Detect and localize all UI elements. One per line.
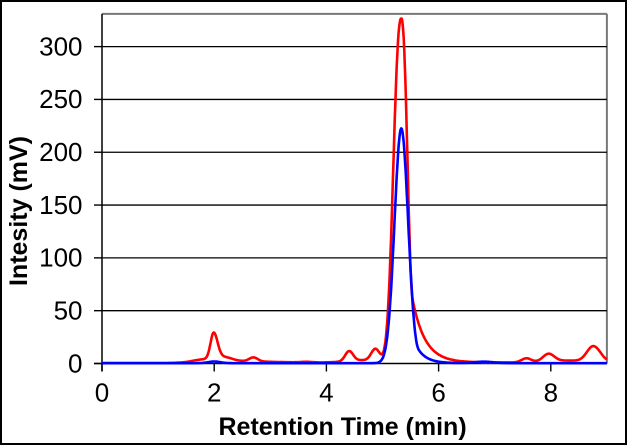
svg-text:0: 0 <box>68 348 82 378</box>
svg-text:8: 8 <box>544 378 558 408</box>
svg-text:Retention Time (min): Retention Time (min) <box>219 413 467 441</box>
svg-text:50: 50 <box>54 296 83 326</box>
svg-text:150: 150 <box>39 190 82 220</box>
svg-text:Intesity (mV): Intesity (mV) <box>5 136 33 286</box>
svg-text:4: 4 <box>319 378 333 408</box>
svg-text:250: 250 <box>39 84 82 114</box>
svg-text:300: 300 <box>39 31 82 61</box>
svg-text:2: 2 <box>207 378 221 408</box>
svg-text:6: 6 <box>431 378 445 408</box>
svg-text:0: 0 <box>95 378 109 408</box>
svg-text:100: 100 <box>39 243 82 273</box>
svg-text:200: 200 <box>39 137 82 167</box>
